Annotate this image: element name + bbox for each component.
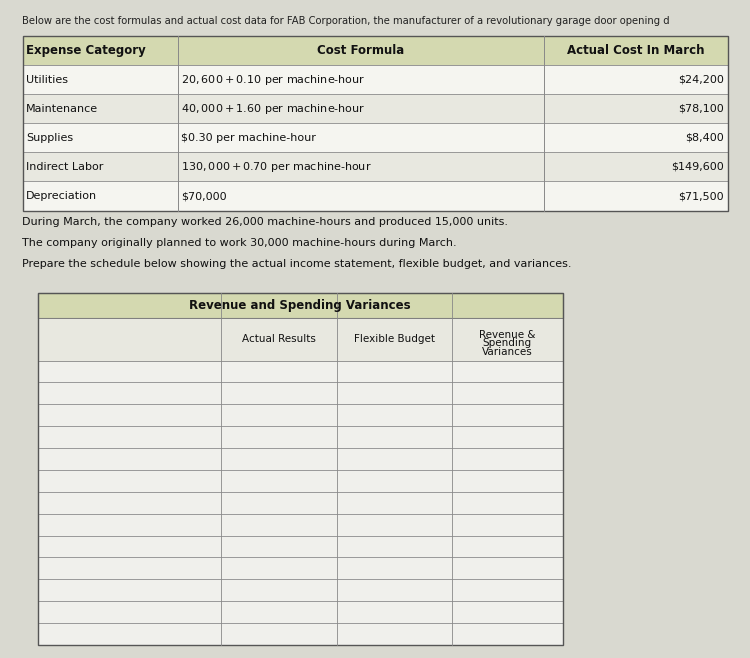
Text: Cost Formula: Cost Formula xyxy=(317,44,404,57)
Text: $78,100: $78,100 xyxy=(678,104,724,114)
Text: Maintenance: Maintenance xyxy=(26,104,98,114)
Text: The company originally planned to work 30,000 machine-hours during March.: The company originally planned to work 3… xyxy=(22,238,457,248)
Text: $8,400: $8,400 xyxy=(685,133,724,143)
Text: Prepare the schedule below showing the actual income statement, flexible budget,: Prepare the schedule below showing the a… xyxy=(22,259,572,269)
Text: $71,500: $71,500 xyxy=(678,191,724,201)
Text: Variances: Variances xyxy=(482,347,532,357)
Text: Utilities: Utilities xyxy=(26,75,68,85)
Text: $149,600: $149,600 xyxy=(671,162,724,172)
Text: $40,000 + $1.60 per machine-hour: $40,000 + $1.60 per machine-hour xyxy=(182,102,366,116)
Text: Actual Results: Actual Results xyxy=(242,334,316,344)
Text: During March, the company worked 26,000 machine-hours and produced 15,000 units.: During March, the company worked 26,000 … xyxy=(22,217,508,227)
Text: Supplies: Supplies xyxy=(26,133,74,143)
Text: Actual Cost In March: Actual Cost In March xyxy=(567,44,704,57)
Text: Indirect Labor: Indirect Labor xyxy=(26,162,104,172)
Text: $24,200: $24,200 xyxy=(678,75,724,85)
Text: Depreciation: Depreciation xyxy=(26,191,98,201)
Text: Revenue &: Revenue & xyxy=(479,330,536,340)
Text: $0.30 per machine-hour: $0.30 per machine-hour xyxy=(182,133,316,143)
Text: $130,000+ $0.70 per machine-hour: $130,000+ $0.70 per machine-hour xyxy=(182,160,372,174)
Text: Below are the cost formulas and actual cost data for FAB Corporation, the manufa: Below are the cost formulas and actual c… xyxy=(22,16,670,26)
Text: $70,000: $70,000 xyxy=(182,191,227,201)
Text: Expense Category: Expense Category xyxy=(26,44,146,57)
Text: $20,600 + $0.10 per machine-hour: $20,600 + $0.10 per machine-hour xyxy=(182,73,366,87)
Text: Flexible Budget: Flexible Budget xyxy=(354,334,435,344)
Text: Spending: Spending xyxy=(483,338,532,348)
Text: Revenue and Spending Variances: Revenue and Spending Variances xyxy=(189,299,411,312)
